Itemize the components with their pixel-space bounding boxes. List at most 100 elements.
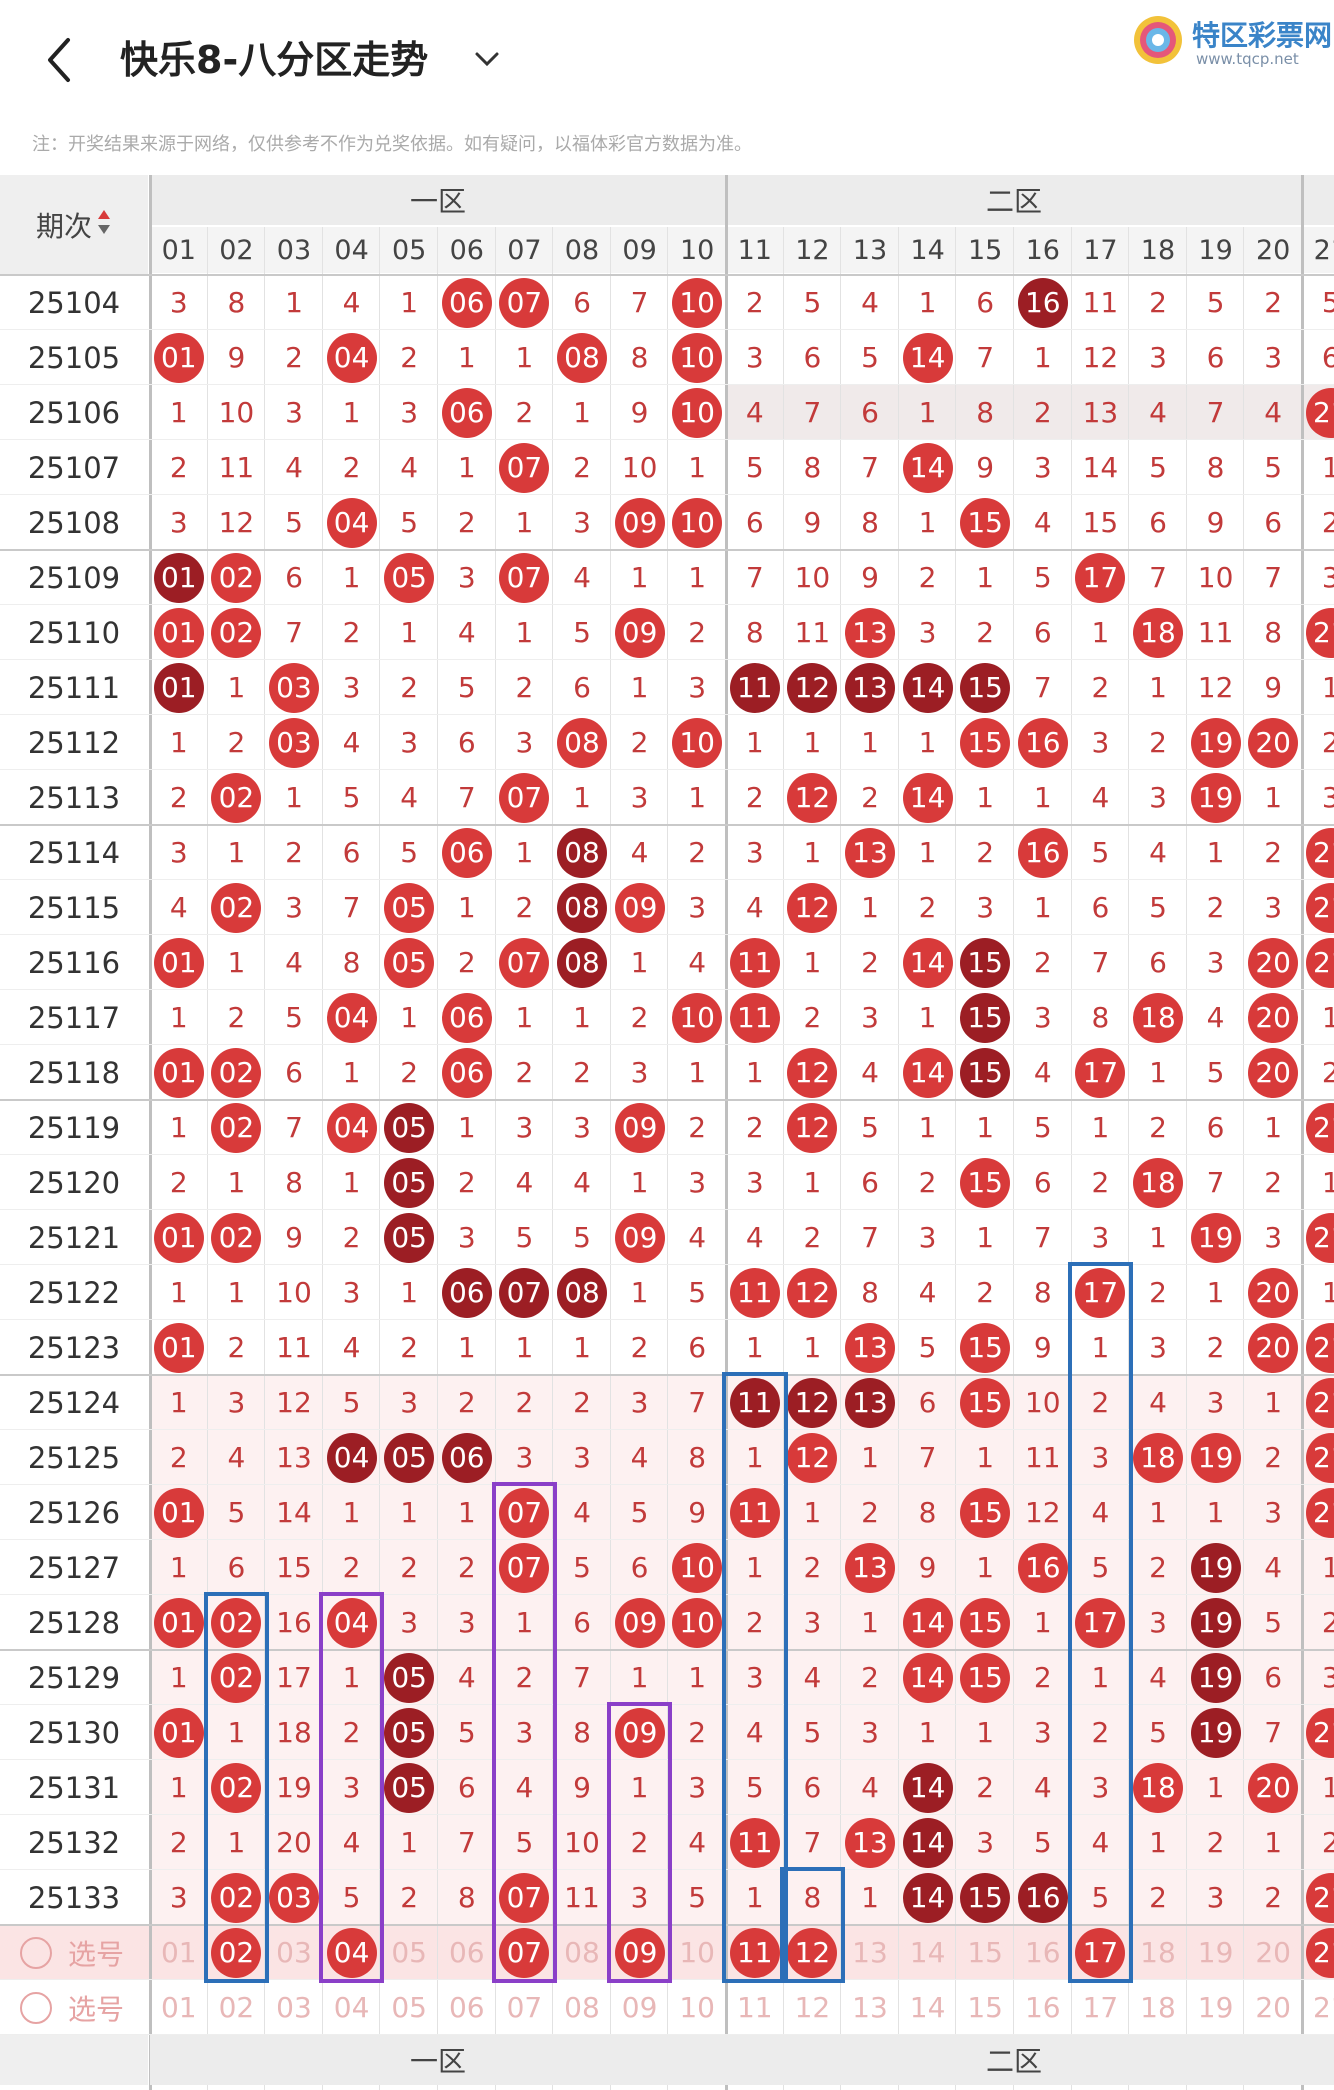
drawn-number-ball: 01 — [153, 1597, 204, 1648]
select-number[interactable]: 20 — [1255, 1936, 1291, 1969]
select-number[interactable]: 14 — [909, 1991, 946, 2024]
select-number[interactable]: 12 — [784, 1925, 842, 1980]
table-cell: 2 — [515, 1386, 534, 1419]
table-cell: 15 — [956, 935, 1014, 990]
sort-icon[interactable] — [96, 207, 112, 244]
select-number[interactable]: 18 — [1140, 1936, 1176, 1969]
radio-icon[interactable] — [18, 1990, 54, 2026]
selected-number-ball[interactable]: 02 — [211, 1927, 262, 1978]
table-cell: 1 — [1264, 1386, 1283, 1419]
select-number[interactable]: 04 — [323, 1925, 381, 1980]
page-title[interactable]: 快乐8-八分区走势 — [120, 38, 429, 82]
table-cell: 9 — [918, 1551, 937, 1584]
table-cell: 7 — [803, 396, 822, 429]
table-cell: 7 — [457, 781, 476, 814]
table-cell: 2 — [688, 836, 707, 869]
table-cell: 08 — [553, 880, 611, 935]
table-cell: 1 — [515, 341, 534, 374]
table-cell: 9 — [1264, 671, 1283, 704]
selected-number-ball[interactable]: 07 — [499, 1927, 550, 1978]
table-cell: 3 — [1091, 1441, 1110, 1474]
selected-number-ball[interactable]: 09 — [614, 1927, 665, 1978]
table-cell: 1 — [1033, 891, 1052, 924]
table-cell: 05 — [380, 1210, 438, 1265]
drawn-number-ball: 11 — [729, 1267, 780, 1318]
select-number[interactable]: 15 — [967, 1991, 1003, 2024]
table-cell: 1 — [1149, 1221, 1167, 1254]
select-number[interactable]: 21 — [1312, 1991, 1334, 2024]
select-number[interactable]: 08 — [564, 1991, 600, 2024]
table-cell: 8 — [285, 1166, 303, 1199]
issue-column-header[interactable]: 期次 — [0, 175, 148, 275]
select-number[interactable]: 07 — [506, 1991, 543, 2024]
select-number[interactable]: 16 — [1024, 1991, 1061, 2024]
select-number[interactable]: 21 — [1302, 1925, 1334, 1980]
select-number[interactable]: 04 — [333, 1991, 370, 2024]
table-cell: 2 — [400, 1551, 419, 1584]
select-number[interactable]: 05 — [391, 1936, 427, 1969]
table-cell: 2 — [1264, 286, 1283, 319]
select-number[interactable]: 10 — [679, 1991, 715, 2024]
select-number[interactable]: 11 — [736, 1991, 773, 2024]
table-cell: 1 — [227, 1826, 246, 1859]
select-number[interactable]: 09 — [621, 1991, 658, 2024]
grid-vline — [1301, 175, 1304, 2090]
select-number[interactable]: 17 — [1082, 1991, 1119, 2024]
select-row-label[interactable]: 选号 — [0, 1980, 148, 2035]
table-cell: 07 — [496, 770, 554, 825]
drawn-number-ball: 05 — [384, 1707, 435, 1758]
select-number[interactable]: 09 — [611, 1925, 669, 1980]
table-cell: 5 — [1321, 286, 1334, 319]
selected-number-ball[interactable]: 21 — [1305, 1927, 1334, 1978]
select-number[interactable]: 11 — [726, 1925, 784, 1980]
select-number[interactable]: 18 — [1140, 1991, 1176, 2024]
table-row-issue: 25105 — [27, 340, 121, 375]
select-number[interactable]: 13 — [852, 1991, 888, 2024]
chevron-down-icon[interactable] — [472, 38, 502, 78]
radio-icon[interactable] — [18, 1935, 54, 1971]
select-number[interactable]: 13 — [852, 1936, 888, 1969]
select-number[interactable]: 06 — [448, 1991, 485, 2024]
select-number[interactable]: 12 — [794, 1991, 831, 2024]
select-number[interactable]: 19 — [1197, 1936, 1234, 1969]
select-row-label[interactable]: 选号 — [0, 1925, 148, 1980]
selected-number-ball[interactable]: 04 — [326, 1927, 377, 1978]
select-number[interactable]: 14 — [909, 1936, 946, 1969]
table-cell: 7 — [342, 891, 361, 924]
drawn-number-ball: 17 — [1075, 1597, 1126, 1648]
table-cell: 14 — [899, 1815, 957, 1870]
drawn-number-ball: 15 — [960, 1377, 1011, 1428]
select-number[interactable]: 02 — [218, 1991, 255, 2024]
select-number[interactable]: 07 — [496, 1925, 554, 1980]
grid-hline — [0, 714, 1334, 715]
select-number[interactable]: 15 — [967, 1936, 1003, 1969]
select-number[interactable]: 20 — [1255, 1991, 1291, 2024]
back-icon[interactable] — [40, 30, 80, 90]
selected-number-ball[interactable]: 11 — [729, 1927, 780, 1978]
select-number[interactable]: 08 — [564, 1936, 600, 1969]
select-number[interactable]: 01 — [160, 1936, 197, 1969]
table-cell: 1 — [515, 506, 534, 539]
select-number[interactable]: 16 — [1024, 1936, 1061, 1969]
drawn-number-ball: 11 — [729, 662, 780, 713]
table-cell: 5 — [1149, 891, 1167, 924]
table-cell: 06 — [438, 1265, 496, 1320]
column-header: 04 — [334, 234, 369, 266]
drawn-number-ball: 01 — [153, 1212, 204, 1263]
table-cell: 6 — [1091, 891, 1110, 924]
select-number[interactable]: 02 — [208, 1925, 266, 1980]
select-number[interactable]: 19 — [1197, 1991, 1234, 2024]
table-cell: 13 — [1082, 396, 1119, 429]
selected-number-ball[interactable]: 17 — [1075, 1927, 1126, 1978]
table-cell: 15 — [956, 495, 1014, 550]
select-number[interactable]: 01 — [160, 1991, 197, 2024]
selected-number-ball[interactable]: 12 — [787, 1927, 838, 1978]
select-number[interactable]: 17 — [1072, 1925, 1130, 1980]
select-number[interactable]: 05 — [391, 1991, 427, 2024]
table-cell: 2 — [803, 1221, 822, 1254]
select-number[interactable]: 06 — [448, 1936, 485, 1969]
select-number[interactable]: 03 — [276, 1936, 312, 1969]
select-number[interactable]: 10 — [679, 1936, 715, 1969]
drawn-number-ball: 19 — [1190, 1212, 1241, 1263]
select-number[interactable]: 03 — [276, 1991, 312, 2024]
